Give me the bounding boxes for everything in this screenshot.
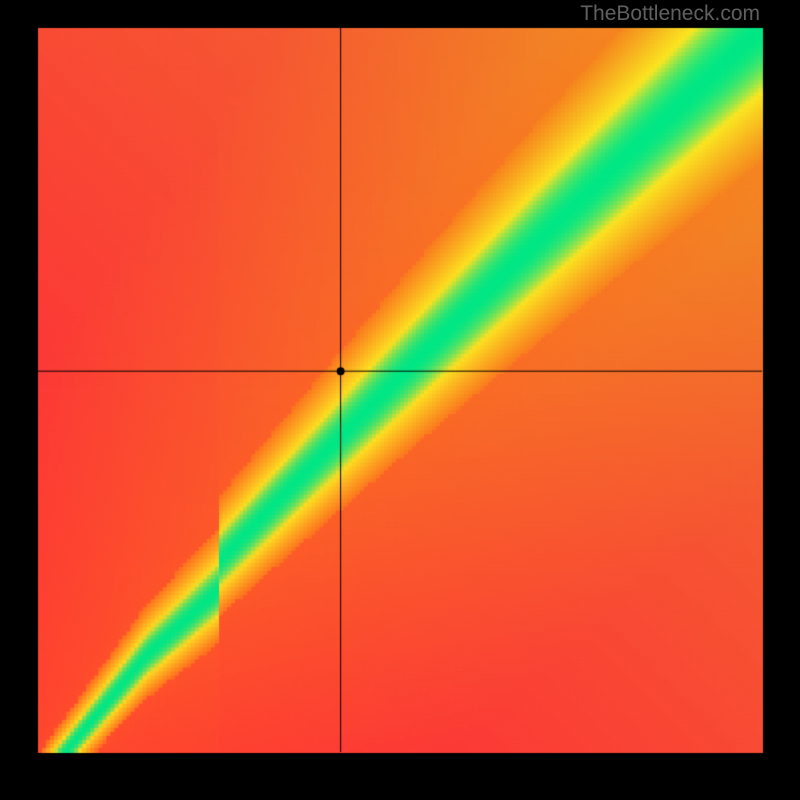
- bottleneck-heatmap: [0, 0, 800, 800]
- watermark-text: TheBottleneck.com: [580, 2, 760, 26]
- chart-container: TheBottleneck.com: [0, 0, 800, 800]
